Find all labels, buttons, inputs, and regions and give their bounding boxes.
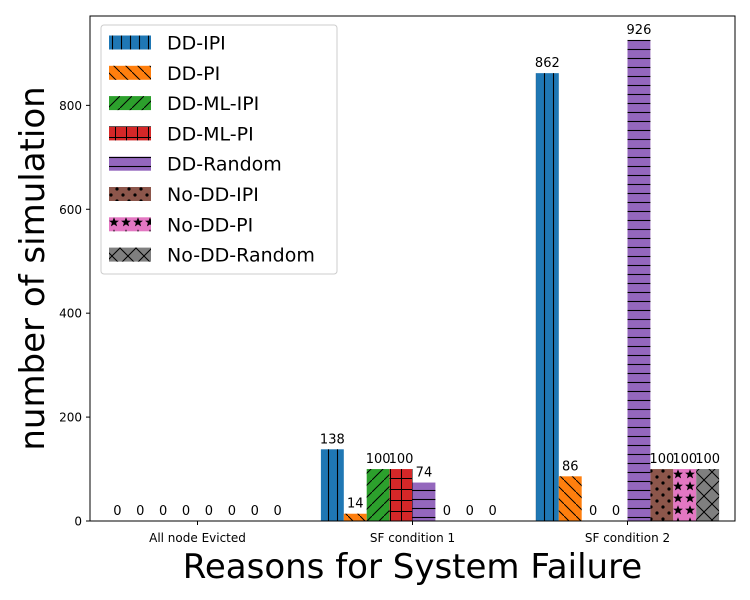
bar-dd-ipi-1 [320,449,344,521]
legend-item-dd-random: DD-Random [109,154,282,176]
legend-label: DD-ML-PI [167,123,254,145]
legend-item-dd-ml-pi: DD-ML-PI [109,123,254,145]
bar-dd-pi-2 [558,476,582,521]
data-label: 0 [489,504,497,519]
bar-dd-ml-pi-1 [389,469,413,521]
y-axis: 0 200 400 600 800 [59,99,90,529]
data-label: 0 [274,504,282,519]
data-label: 862 [535,56,560,71]
y-tick-label: 600 [59,203,82,217]
legend-item-no-dd-random: No-DD-Random [109,245,315,267]
y-tick-label: 400 [59,307,82,321]
data-label: 86 [562,459,579,474]
data-label: 100 [389,452,414,467]
data-label: 0 [466,504,474,519]
legend-label: DD-ML-IPI [167,93,259,115]
y-axis-title: number of simulation [13,86,53,450]
bar-dd-ml-ipi-1 [366,469,390,521]
legend-item-no-dd-pi: No-DD-PI [109,214,253,236]
legend-item-no-dd-ipi: No-DD-IPI [109,184,259,206]
legend-label: DD-Random [167,154,282,176]
legend-label: No-DD-Random [167,245,315,267]
data-label: 74 [416,466,433,481]
bars-layer [320,39,720,522]
data-label: 100 [672,452,697,467]
legend-label: DD-IPI [167,33,226,55]
data-label: 100 [366,452,391,467]
y-tick-label: 0 [74,515,82,529]
bar-dd-ipi-2 [535,73,559,521]
x-tick-label: All node Evicted [149,531,246,545]
bar-dd-pi-1 [343,513,367,521]
data-label: 0 [182,504,190,519]
data-label: 0 [205,504,213,519]
data-label: 0 [159,504,167,519]
data-label: 0 [589,504,597,519]
data-label: 0 [251,504,259,519]
legend-item-dd-ml-ipi: DD-ML-IPI [109,93,259,115]
legend-label: DD-PI [167,63,220,85]
legend-item-dd-ipi: DD-IPI [109,33,226,55]
x-tick-label: SF condition 2 [585,531,670,545]
bar-no-dd-pi-2 [673,469,697,521]
data-label: 100 [649,452,674,467]
legend-item-dd-pi: DD-PI [109,63,220,85]
data-label: 0 [228,504,236,519]
bar-no-dd-random-2 [696,469,720,521]
x-axis: All node Evicted SF condition 1 SF conditi… [149,521,670,545]
x-axis-title: Reasons for System Failure [183,547,642,587]
data-label: 14 [347,497,364,512]
legend-box [100,24,338,275]
data-label: 926 [627,23,652,38]
data-label: 0 [113,504,121,519]
bar-no-dd-ipi-2 [650,469,674,521]
legend-label: No-DD-PI [167,214,253,236]
legend-label: No-DD-IPI [167,184,259,206]
bar-dd-random-1 [412,482,436,521]
data-label: 0 [136,504,144,519]
bar-dd-random-2 [627,39,651,522]
y-tick-label: 800 [59,99,82,113]
data-label: 0 [443,504,451,519]
y-tick-label: 200 [59,411,82,425]
x-tick-label: SF condition 1 [370,531,455,545]
data-label: 100 [695,452,720,467]
data-label: 0 [612,504,620,519]
legend: DD-IPI DD-PI DD-ML-IPI DD-ML-PI DD-Random No-… [100,24,338,275]
data-label: 138 [320,432,345,447]
